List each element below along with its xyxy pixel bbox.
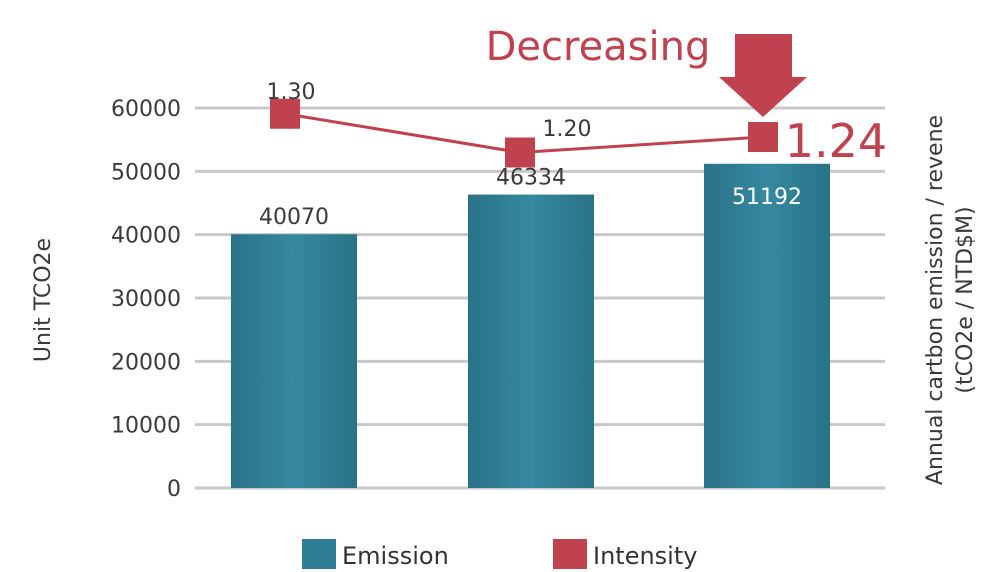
y-tick-label: 30000 <box>111 287 181 312</box>
y-axis-right-title-line1: Annual cartbon emission / revene <box>923 115 948 485</box>
bar-value-label: 40070 <box>259 205 329 230</box>
y-tick-label: 20000 <box>111 350 181 375</box>
y-axis-title: Unit TCO2e <box>31 238 56 362</box>
bar-emission <box>468 194 594 488</box>
y-axis-right-title-line2: (tCO2e / NTD$M) <box>953 206 978 393</box>
intensity-point <box>505 137 535 168</box>
y-tick-label: 10000 <box>111 414 181 439</box>
intensity-point <box>748 122 778 152</box>
y-tick-label: 0 <box>167 477 181 502</box>
legend-label: Emission <box>342 542 449 570</box>
legend-item: Emission <box>302 539 449 570</box>
y-tick-label: 50000 <box>111 160 181 185</box>
bar-labels: 40070 46334 51192 <box>259 166 802 231</box>
legend: Emission Intensity <box>302 539 697 570</box>
bar-value-label: 46334 <box>496 166 566 191</box>
bar-value-label: 51192 <box>732 185 802 210</box>
intensity-labels: 1.30 1.20 1.24 <box>267 80 888 168</box>
intensity-point <box>270 98 300 129</box>
legend-swatch <box>302 539 336 569</box>
y-tick-label: 60000 <box>111 97 181 122</box>
y-axis-ticks: 0 10000 20000 30000 40000 50000 60000 <box>111 97 181 502</box>
legend-label: Intensity <box>593 542 697 570</box>
intensity-value-label: 1.30 <box>267 80 316 105</box>
down-arrow-icon <box>719 34 807 117</box>
y-tick-label: 40000 <box>111 224 181 249</box>
decreasing-annotation: Decreasing <box>486 24 711 70</box>
intensity-value-label: 1.20 <box>543 117 592 142</box>
legend-swatch <box>553 539 587 569</box>
bar-emission <box>704 163 830 488</box>
intensity-value-label: 1.24 <box>785 114 887 168</box>
bar-emission <box>231 234 357 488</box>
legend-item: Intensity <box>553 539 697 570</box>
bars <box>231 163 830 488</box>
intensity-points <box>270 98 778 168</box>
